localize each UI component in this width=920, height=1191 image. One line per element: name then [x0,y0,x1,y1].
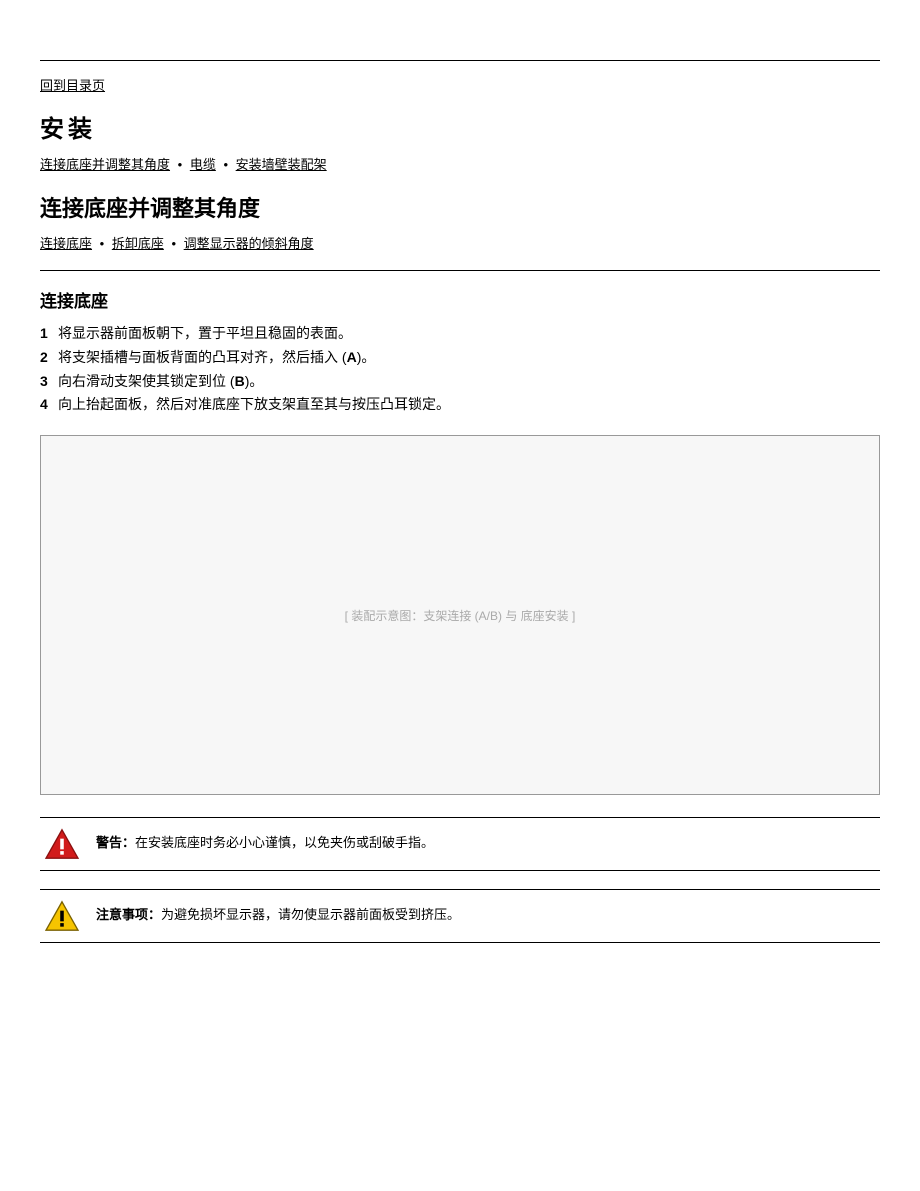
sub-section-nav: 连接底座 • 拆卸底座 • 调整显示器的倾斜角度 [40,233,880,252]
step-text-bold: A [347,349,357,365]
nav-link-stand[interactable]: 连接底座并调整其角度 [40,157,170,172]
warning-block: 警告：在安装底座时务必小心谨慎，以免夹伤或刮破手指。 [40,817,880,871]
section-heading-attach: 连接底座 [40,287,880,312]
top-rule [40,60,880,61]
section-nav: 连接底座并调整其角度 • 电缆 • 安装墙壁装配架 [40,154,880,173]
nav-separator: • [171,236,176,251]
nav-separator: • [223,157,228,172]
subnav-link-attach[interactable]: 连接底座 [40,236,92,251]
subnav-link-remove[interactable]: 拆卸底座 [112,236,164,251]
step-text: 向上抬起面板，然后对准底座下放支架直至其与按压凸耳锁定。 [58,393,450,417]
steps-list: 1 将显示器前面板朝下，置于平坦且稳固的表面。 2 将支架插槽与面板背面的凸耳对… [40,322,880,417]
caution-body: 为避免损坏显示器，请勿使显示器前面板受到挤压。 [161,907,460,922]
warning-label: 警告： [96,835,135,850]
step-text-prefix: 向上抬起面板，然后对准底座下放支架直至其与按压凸耳锁定。 [58,396,450,412]
alert-rule [40,942,880,943]
figure-placeholder-text: [ 装配示意图：支架连接 (A/B) 与 底座安装 ] [345,607,576,624]
caution-text: 注意事项：为避免损坏显示器，请勿使显示器前面板受到挤压。 [96,900,460,923]
step-text: 将显示器前面板朝下，置于平坦且稳固的表面。 [58,322,352,346]
nav-link-cable[interactable]: 电缆 [190,157,216,172]
alert-rule [40,870,880,871]
nav-link-wallmount[interactable]: 安装墙壁装配架 [236,157,327,172]
step-item: 3 向右滑动支架使其锁定到位 (B)。 [40,370,880,394]
step-item: 2 将支架插槽与面板背面的凸耳对齐，然后插入 (A)。 [40,346,880,370]
step-text-suffix: )。 [245,373,264,389]
step-number: 1 [40,322,58,346]
warning-text: 警告：在安装底座时务必小心谨慎，以免夹伤或刮破手指。 [96,828,434,851]
caution-icon [44,900,80,932]
step-text-prefix: 将显示器前面板朝下，置于平坦且稳固的表面。 [58,325,352,341]
caution-block: 注意事项：为避免损坏显示器，请勿使显示器前面板受到挤压。 [40,889,880,943]
step-text: 向右滑动支架使其锁定到位 (B)。 [58,370,263,394]
spacer [40,875,880,889]
assembly-figure: [ 装配示意图：支架连接 (A/B) 与 底座安装 ] [40,435,880,795]
step-item: 1 将显示器前面板朝下，置于平坦且稳固的表面。 [40,322,880,346]
back-to-contents-link[interactable]: 回到目录页 [40,78,105,93]
page-title: 安装 [40,109,880,144]
section-rule [40,270,880,271]
step-text-prefix: 向右滑动支架使其锁定到位 ( [58,373,235,389]
step-text: 将支架插槽与面板背面的凸耳对齐，然后插入 (A)。 [58,346,375,370]
step-text-prefix: 将支架插槽与面板背面的凸耳对齐，然后插入 ( [58,349,347,365]
caution-label: 注意事项： [96,907,161,922]
warning-body: 在安装底座时务必小心谨慎，以免夹伤或刮破手指。 [135,835,434,850]
warning-icon [44,828,80,860]
nav-separator: • [178,157,183,172]
step-text-bold: B [235,373,245,389]
step-item: 4 向上抬起面板，然后对准底座下放支架直至其与按压凸耳锁定。 [40,393,880,417]
nav-separator: • [100,236,105,251]
step-number: 2 [40,346,58,370]
step-number: 4 [40,393,58,417]
step-number: 3 [40,370,58,394]
subnav-link-tilt[interactable]: 调整显示器的倾斜角度 [184,236,314,251]
step-text-suffix: )。 [357,349,376,365]
sub-title: 连接底座并调整其角度 [40,191,880,223]
